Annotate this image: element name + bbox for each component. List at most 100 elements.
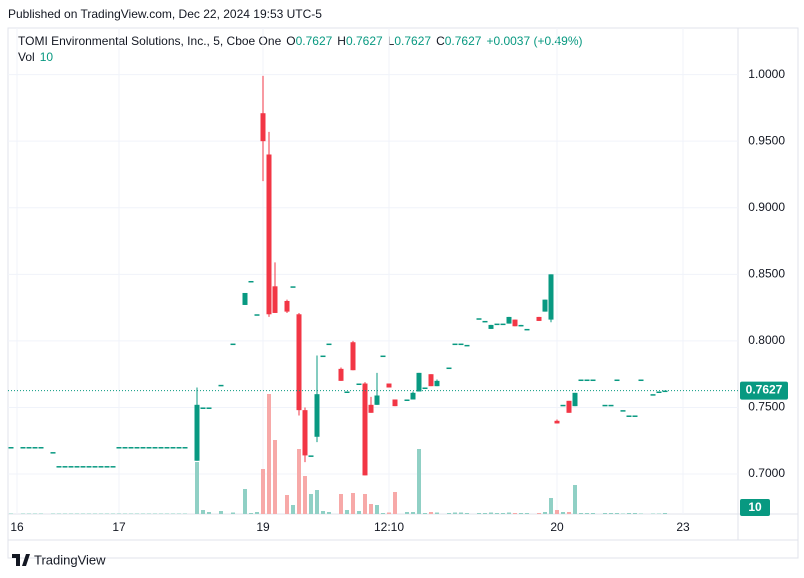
candle-body — [302, 410, 308, 456]
volume-bar — [543, 512, 547, 514]
candle-body — [404, 399, 410, 401]
legend-title: TOMI Environmental Solutions, Inc., 5, C… — [18, 34, 282, 48]
candle-body — [638, 379, 644, 382]
volume-bar — [81, 513, 85, 514]
y-tick-label: 0.7000 — [748, 466, 785, 480]
candle-body — [80, 466, 86, 468]
volume-bar — [351, 493, 355, 514]
candle-body — [446, 367, 452, 370]
legend-value: 0.7627 — [445, 34, 482, 48]
legend-change: +0.0037 (+0.49%) — [486, 34, 582, 48]
volume-bar — [513, 513, 517, 514]
candle-body — [626, 415, 632, 417]
candle-body — [620, 410, 626, 412]
volume-bar — [603, 513, 607, 514]
legend: TOMI Environmental Solutions, Inc., 5, C… — [18, 34, 583, 64]
volume-label-box — [740, 499, 770, 516]
volume-bar — [405, 512, 409, 514]
volume-bar — [201, 510, 205, 514]
candle-body — [476, 318, 482, 320]
candle-body — [362, 383, 368, 476]
candle-body — [314, 394, 320, 437]
candle-body — [344, 391, 350, 394]
y-tick-label: 0.9500 — [748, 133, 785, 147]
y-tick-label: 0.7500 — [748, 400, 785, 414]
candle-body — [374, 395, 380, 405]
volume-bar — [447, 513, 451, 514]
volume-bar — [117, 513, 121, 514]
volume-bar — [537, 513, 541, 514]
candle-body — [458, 343, 464, 346]
price-label-box — [740, 381, 788, 400]
candle-body — [218, 384, 224, 387]
candle-body — [266, 154, 272, 315]
candle-body — [560, 404, 566, 407]
candle-body — [200, 407, 206, 409]
candle-body — [464, 344, 470, 347]
volume-bar — [561, 512, 565, 514]
volume-bar — [273, 440, 277, 514]
candle-body — [62, 466, 68, 468]
x-tick-label: 20 — [550, 520, 564, 534]
volume-bar — [99, 513, 103, 514]
volume-bar — [453, 512, 457, 514]
candle-body — [20, 447, 26, 449]
volume-value: 10 — [40, 50, 54, 64]
candle-body — [662, 390, 668, 393]
volume-bar — [663, 513, 667, 514]
volume-bar — [243, 489, 247, 514]
x-tick-label: 12:10 — [374, 520, 404, 534]
x-tick-label: 19 — [256, 520, 270, 534]
volume-bar — [69, 513, 73, 514]
x-tick-label: 16 — [10, 520, 24, 534]
volume-bar — [255, 512, 259, 514]
candle-body — [74, 466, 80, 468]
candle-body — [32, 447, 38, 449]
volume-bar — [627, 513, 631, 514]
volume-bar — [549, 498, 553, 514]
volume-bar — [609, 513, 613, 514]
candle-body — [272, 286, 278, 313]
frame — [7, 27, 799, 559]
x-tick-label: 17 — [112, 520, 126, 534]
volume-bar — [219, 511, 223, 514]
candle-body — [260, 113, 266, 142]
volume-bar — [459, 512, 463, 514]
candle-body — [68, 466, 74, 468]
volume-bar — [501, 513, 505, 514]
legend-value: 0.7627 — [394, 34, 431, 48]
volume-bar — [657, 513, 661, 514]
candle-body — [512, 319, 518, 327]
candle-body — [86, 466, 92, 468]
volume-bar — [141, 513, 145, 514]
candle-body — [116, 447, 122, 449]
candle-body — [338, 368, 344, 381]
candle-body — [428, 374, 434, 387]
volume-bar — [429, 512, 433, 514]
volume-bar — [525, 513, 529, 514]
volume-bar — [183, 513, 187, 514]
candle-body — [488, 324, 494, 329]
volume-bar — [87, 513, 91, 514]
volume-bar — [483, 513, 487, 514]
candle-body — [572, 392, 578, 407]
candle-body — [8, 447, 14, 449]
volume-legend: Vol 10 — [18, 50, 53, 64]
candle-body — [140, 447, 146, 449]
candle-body — [206, 407, 212, 409]
candle-body — [506, 316, 512, 324]
candle-body — [158, 447, 164, 449]
candle-body — [578, 379, 584, 382]
volume-bar — [27, 513, 31, 514]
candle-body — [248, 280, 254, 283]
volume-bar — [207, 512, 211, 514]
volume-bar — [147, 513, 151, 514]
candle-body — [392, 399, 398, 407]
volume-bar — [363, 494, 367, 514]
published-note: Published on TradingView.com, Dec 22, 20… — [8, 7, 322, 21]
candle-body — [380, 355, 386, 358]
legend-key: L — [388, 34, 395, 48]
volume-title: Vol — [18, 50, 35, 64]
candle-body — [320, 355, 326, 358]
